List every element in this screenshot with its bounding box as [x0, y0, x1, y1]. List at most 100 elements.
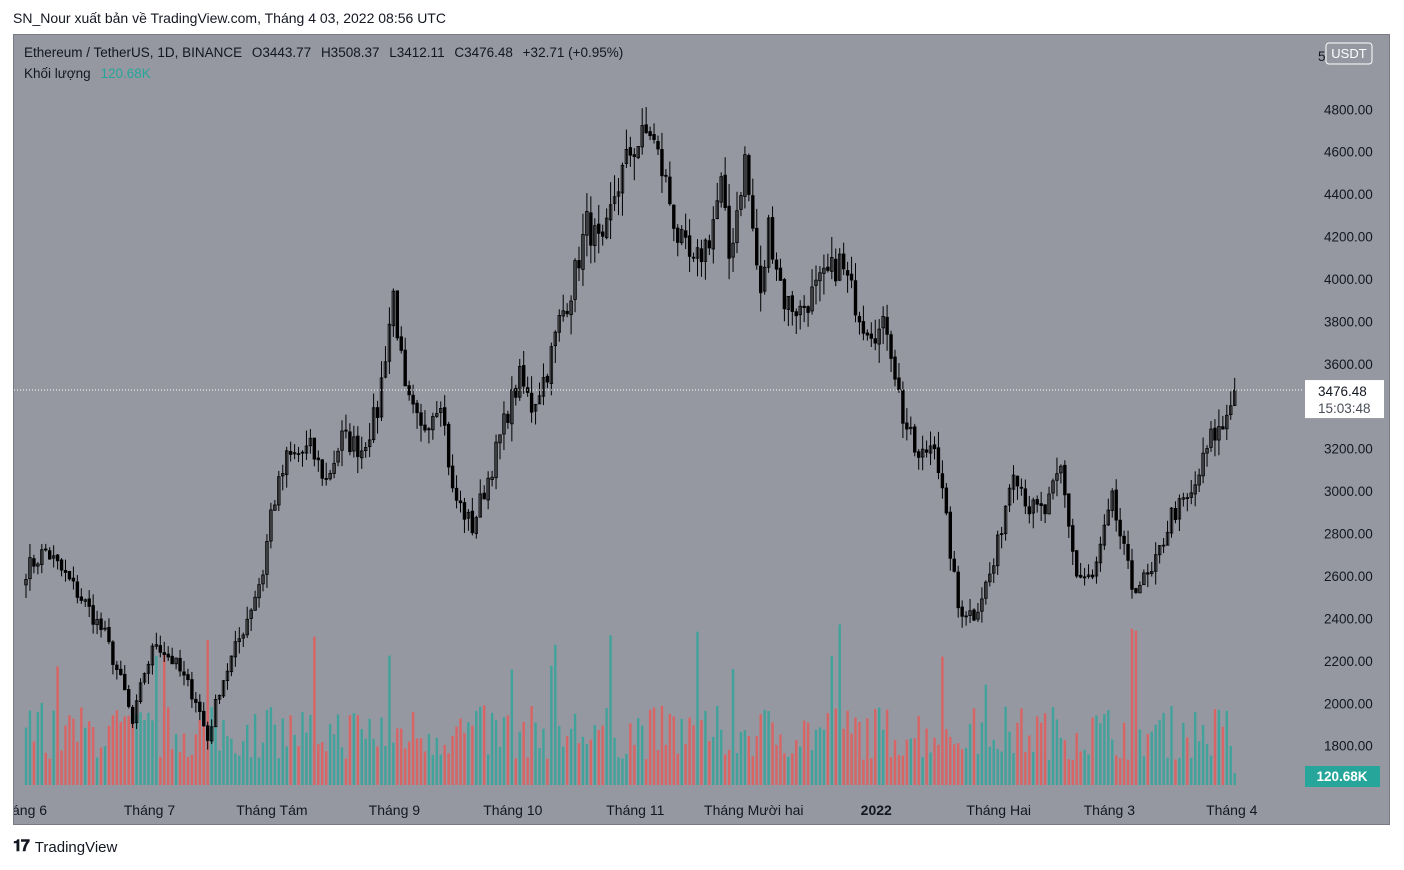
volume-bar	[605, 708, 608, 785]
volume-bar	[222, 720, 225, 785]
candle-body	[375, 407, 380, 418]
candle-body	[806, 306, 810, 313]
candle-body	[209, 726, 214, 742]
candle-body	[1209, 428, 1213, 448]
candle-body	[356, 435, 360, 458]
candle-body	[174, 657, 178, 665]
candle-body	[229, 655, 234, 673]
candle-body	[1138, 584, 1142, 594]
volume-bar	[641, 725, 644, 785]
price-tick-label: 4800.00	[1324, 102, 1373, 117]
volume-bar	[526, 757, 529, 785]
candle-body	[727, 205, 731, 259]
publisher-header: SN_Nour xuất bản về TradingView.com, Thá…	[13, 10, 446, 26]
volume-bar	[1111, 739, 1114, 785]
volume-bar	[242, 741, 245, 785]
price-tick-label: 4600.00	[1324, 145, 1373, 160]
candle-body	[225, 670, 230, 681]
candle-body	[759, 265, 763, 294]
volume-bar	[376, 746, 379, 785]
volume-bar	[348, 715, 352, 785]
volume-bar	[28, 710, 32, 785]
volume-bar	[99, 747, 103, 785]
volume-bar	[945, 729, 948, 785]
candle-body	[304, 445, 309, 454]
candle-body	[624, 148, 629, 164]
volume-bar	[178, 752, 182, 785]
candle-body	[680, 229, 684, 244]
candle-body	[589, 212, 593, 246]
candle-body	[119, 668, 123, 676]
volume-bar	[720, 729, 723, 785]
volume-bar	[400, 728, 403, 785]
volume-bar	[206, 640, 209, 785]
candle-body	[1217, 426, 1221, 441]
candle-body	[636, 146, 640, 159]
volume-bar	[1091, 717, 1094, 785]
candle-body	[992, 565, 996, 574]
candle-body	[913, 426, 917, 453]
volume-bar	[372, 738, 375, 785]
volume-bar	[88, 721, 91, 785]
symbol-name[interactable]: Ethereum / TetherUS, 1D, BINANCE	[24, 45, 243, 60]
candle-body	[419, 412, 423, 426]
candle-body	[510, 389, 514, 425]
volume-bar	[992, 739, 995, 785]
candle-body	[1098, 543, 1103, 564]
candle-body	[940, 473, 945, 489]
candle-body	[553, 331, 557, 347]
volume-bar	[435, 737, 438, 785]
volume-bar	[40, 702, 43, 785]
volume-bar	[246, 724, 249, 785]
time-axis-label: Tháng 4	[1206, 802, 1258, 818]
currency-badge-label[interactable]: USDT	[1331, 46, 1366, 61]
candle-body	[620, 164, 625, 194]
current-price-box	[1305, 380, 1384, 419]
volume-bar	[305, 732, 308, 785]
candle-body	[498, 434, 502, 444]
candle-body	[415, 402, 419, 414]
volume-bar	[1142, 756, 1146, 785]
candle-body	[202, 710, 206, 727]
price-tick-label: 2800.00	[1324, 527, 1373, 542]
candle-body	[861, 321, 866, 334]
volume-bar	[447, 753, 450, 785]
candle-body	[648, 131, 652, 137]
currency-badge[interactable]	[1325, 42, 1373, 65]
volume-bar	[1209, 755, 1213, 785]
candlestick-chart[interactable]: 1800.00 2000.00 2200.00 2400.00 2600.00 2800.…	[14, 35, 1390, 825]
chart-area[interactable]: 1800.00 2000.00 2200.00 2400.00 2600.00 2800.…	[13, 34, 1390, 825]
candle-body	[367, 439, 372, 448]
volume-bar	[716, 705, 719, 785]
candle-body	[652, 134, 656, 140]
candle-body	[241, 634, 245, 639]
candle-body	[640, 125, 644, 148]
candle-body	[273, 504, 277, 511]
volume-bar	[660, 705, 664, 785]
candle-body	[1165, 531, 1170, 546]
candle-body	[1221, 426, 1225, 430]
volume-bar	[293, 734, 296, 785]
candle-body	[427, 428, 431, 431]
candle-body	[865, 332, 870, 336]
volume-bar	[407, 741, 411, 785]
volume-bar	[1221, 726, 1225, 785]
candle-body	[79, 596, 83, 601]
volume-bar	[850, 733, 853, 785]
volume-bar	[518, 731, 521, 785]
volume-bar	[261, 742, 265, 785]
price-tick-label: 3800.00	[1324, 314, 1373, 329]
volume-bar	[550, 665, 553, 785]
candle-body	[482, 492, 486, 500]
volume-label[interactable]: Khối lượng	[24, 66, 91, 81]
volume-bar	[1229, 745, 1232, 785]
volume-bar	[862, 759, 865, 785]
candle-body	[462, 502, 467, 520]
tradingview-brand[interactable]: 𝟏𝟕 TradingView	[13, 838, 117, 856]
volume-bar	[1225, 710, 1228, 785]
volume-bar	[151, 720, 154, 785]
candle-body	[585, 210, 589, 236]
volume-bar	[1043, 713, 1047, 785]
candle-body	[1142, 572, 1146, 586]
volume-bar	[767, 711, 770, 785]
